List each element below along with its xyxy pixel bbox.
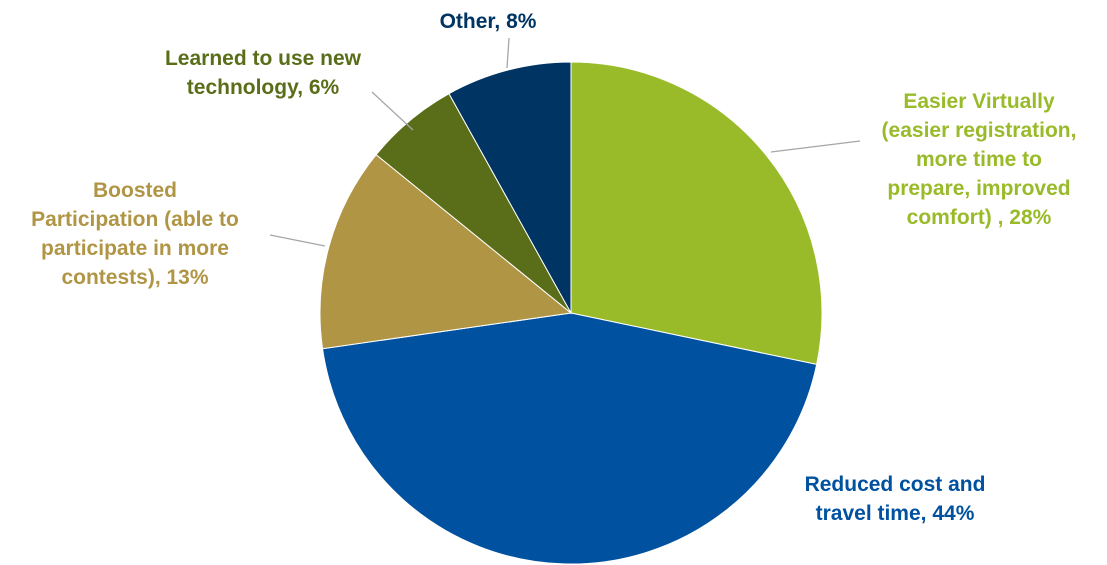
slice-label-line: Learned to use new [165,47,362,70]
slice-label-5: Other, 8% [440,10,537,33]
pie-slice-5 [448,61,572,315]
slice-label-line: Easier Virtually [903,90,1055,113]
slice-label-line: participate in more [41,237,229,260]
pie-slice-2 [321,312,818,565]
leader-line-3 [269,234,326,247]
slice-label-line: (easier registration, [882,119,1077,142]
leader-line-4 [371,91,414,131]
slice-label-line: comfort) , 28% [907,206,1052,229]
pie-slices [319,61,823,565]
slice-label-2: Reduced cost and travel time, 44% [805,473,986,525]
leader-line-1 [770,140,861,153]
pie-slice-1 [570,61,823,366]
slice-labels: Easier Virtually (easier registration, mor… [31,10,1076,525]
slice-label-1: Easier Virtually (easier registration, mor… [882,90,1077,229]
slice-label-line: Participation (able to [31,208,239,231]
slice-label-line: Reduced cost and [805,473,986,496]
slice-label-line: contests), 13% [61,266,208,289]
slice-label-line: Other, 8% [440,10,537,33]
leader-lines [269,37,861,247]
slice-label-line: Boosted [93,179,177,202]
slice-label-line: prepare, improved [887,177,1070,200]
pie-slice-3 [319,154,573,350]
slice-label-line: travel time, 44% [816,502,975,525]
slice-label-3: Boosted Participation (able to participate… [31,179,239,289]
slice-label-line: technology, 6% [187,76,340,99]
slice-label-4: Learned to use new technology, 6% [165,47,362,99]
leader-line-5 [506,37,510,69]
slice-label-line: more time to [916,148,1042,171]
